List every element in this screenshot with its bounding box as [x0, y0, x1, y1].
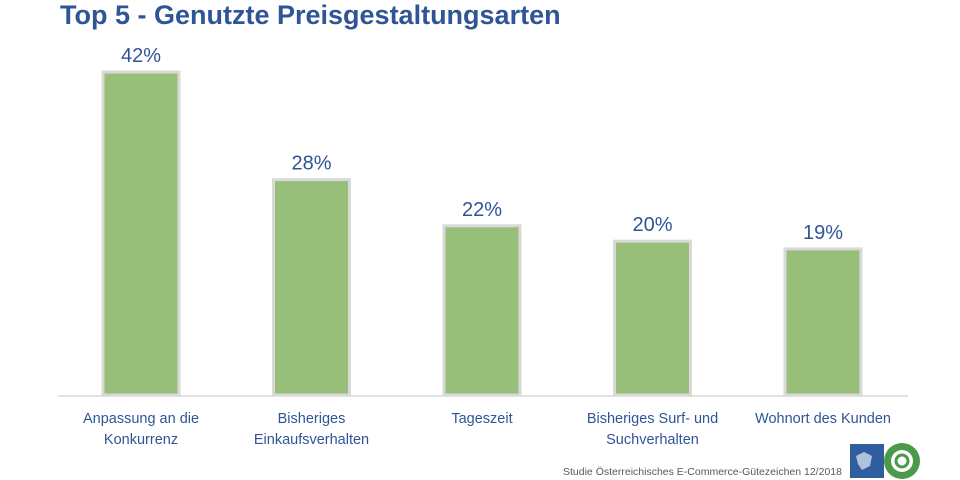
category-label: Suchverhalten [606, 432, 699, 448]
category-label: Wohnort des Kunden [755, 411, 891, 427]
bar [101, 70, 181, 397]
data-label: 20% [632, 214, 672, 236]
bar [613, 239, 692, 397]
data-label: 42% [121, 45, 161, 67]
category-label: Konkurrenz [104, 432, 178, 448]
data-label: 22% [462, 199, 502, 221]
category-label: Einkaufsverhalten [254, 432, 369, 448]
bar [442, 224, 522, 397]
data-label: 19% [803, 222, 843, 244]
category-label: Anpassung an die [83, 411, 199, 427]
category-label: Bisheriges Surf- und [587, 411, 718, 427]
data-label: 28% [291, 153, 331, 175]
bar [783, 247, 863, 397]
source-footer: Studie Österreichisches E-Commerce-Gütez… [563, 466, 842, 478]
category-label: Bisheriges [278, 411, 346, 427]
guetezeichen-logo [850, 443, 920, 479]
bar [272, 178, 351, 397]
category-label: Tageszeit [451, 411, 512, 427]
chart-title: Top 5 - Genutzte Preisgestaltungsarten [60, 0, 561, 30]
